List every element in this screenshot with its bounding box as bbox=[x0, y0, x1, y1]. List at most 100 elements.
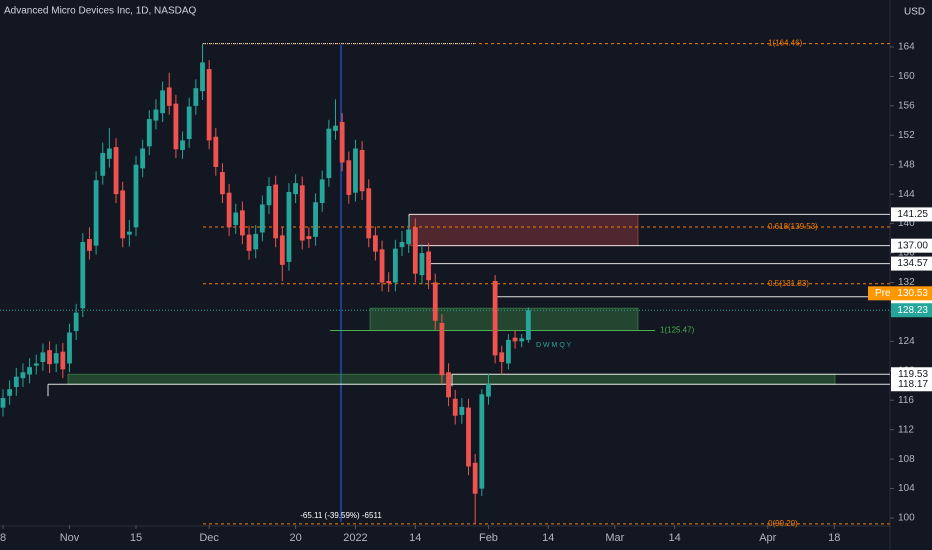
candle-body bbox=[253, 233, 259, 250]
candle-body bbox=[286, 191, 292, 262]
candle-body bbox=[47, 350, 52, 365]
candle-body bbox=[246, 234, 252, 251]
candle-body bbox=[392, 248, 398, 283]
y-tick-label: 116 bbox=[898, 395, 914, 406]
candle-body bbox=[266, 186, 272, 206]
fib-label: 1(164.46) bbox=[768, 39, 803, 48]
candle-body bbox=[359, 150, 365, 192]
y-tick-label: 140 bbox=[898, 218, 915, 229]
chart-title: Advanced Micro Devices Inc, 1D, NASDAQ bbox=[4, 6, 197, 17]
candle-body bbox=[293, 183, 299, 195]
candle-body bbox=[160, 90, 165, 114]
candle-body bbox=[153, 109, 159, 121]
pre-tag bbox=[868, 286, 932, 301]
level-tag-label: 137.00 bbox=[897, 240, 928, 251]
x-tick-label: 18 bbox=[828, 532, 840, 544]
candle-body bbox=[386, 281, 392, 284]
candle-body bbox=[93, 180, 99, 246]
fib-label: 0.5(131.83) bbox=[768, 279, 809, 288]
candle-body bbox=[0, 398, 6, 408]
y-tick-label: 112 bbox=[898, 424, 914, 435]
y-tick-label: 132 bbox=[898, 277, 915, 288]
candle-body bbox=[226, 192, 232, 228]
x-tick-label: Feb bbox=[479, 532, 498, 544]
y-tick-label: 136 bbox=[898, 248, 915, 259]
y-tick-label: 152 bbox=[898, 130, 915, 141]
y-tick-label: 148 bbox=[898, 159, 915, 170]
candle-body bbox=[472, 462, 478, 494]
measure-label: -65.11 (-39.59%) -6511 bbox=[300, 511, 382, 520]
candle-body bbox=[133, 164, 139, 228]
candle-body bbox=[220, 172, 225, 195]
candle-body bbox=[506, 339, 511, 364]
x-tick-label: Dec bbox=[199, 532, 219, 544]
candle-body bbox=[279, 235, 285, 265]
candle-body bbox=[373, 235, 378, 252]
y-tick-label: 124 bbox=[898, 336, 915, 347]
candle-body bbox=[87, 239, 92, 251]
y-tick-label: 100 bbox=[898, 513, 915, 524]
candle-body bbox=[313, 202, 318, 237]
candle-body bbox=[499, 352, 505, 362]
x-tick-label: Apr bbox=[759, 532, 776, 544]
candle-body bbox=[339, 122, 345, 163]
candle-body bbox=[7, 389, 13, 396]
fib-label: 0.618(139.53) bbox=[768, 222, 818, 231]
x-tick-label: 14 bbox=[409, 532, 421, 544]
candle-body bbox=[166, 87, 172, 106]
y-tick-label: 104 bbox=[898, 483, 915, 494]
candle-body bbox=[233, 212, 239, 226]
candle-body bbox=[426, 251, 432, 281]
x-tick-label: 20 bbox=[289, 532, 301, 544]
y-tick-label: 144 bbox=[898, 189, 915, 200]
y-tick-label: 164 bbox=[898, 42, 915, 53]
candle-body bbox=[299, 185, 305, 241]
candle-body bbox=[333, 125, 338, 131]
candle-body bbox=[346, 160, 352, 195]
candle-body bbox=[432, 282, 438, 321]
candle-body bbox=[180, 140, 185, 150]
candle-body bbox=[306, 236, 312, 240]
candle-body bbox=[173, 103, 179, 150]
candle-body bbox=[259, 204, 265, 233]
candle-body bbox=[353, 148, 358, 193]
candle-body bbox=[146, 119, 152, 147]
last-tag-label: 128.23 bbox=[897, 305, 928, 316]
candle-body bbox=[240, 210, 245, 236]
currency: USD bbox=[904, 7, 925, 18]
level-tag bbox=[891, 256, 932, 271]
candle-body bbox=[193, 88, 199, 106]
x-tick-label: 14 bbox=[669, 532, 681, 544]
candle-body bbox=[366, 188, 372, 239]
candle-body bbox=[406, 229, 412, 245]
last-tag bbox=[891, 303, 932, 318]
candle-body bbox=[273, 184, 279, 239]
candle-body bbox=[13, 376, 19, 387]
candle-body bbox=[419, 253, 425, 276]
candle-body bbox=[106, 148, 112, 159]
candle-body bbox=[60, 351, 66, 370]
candle-body bbox=[20, 372, 26, 379]
level-tag-label: 118.17 bbox=[898, 379, 928, 390]
candle-body bbox=[466, 407, 471, 467]
fib-label: 0(99.20) bbox=[768, 519, 798, 528]
candle-body bbox=[439, 322, 445, 376]
candle-body bbox=[213, 136, 219, 167]
candle-body bbox=[53, 353, 59, 364]
candle-body bbox=[452, 398, 458, 416]
candle-body bbox=[67, 332, 72, 364]
candle-body bbox=[492, 281, 498, 356]
candle-body bbox=[33, 363, 39, 366]
candle-body bbox=[525, 310, 531, 340]
candle-body bbox=[40, 352, 46, 362]
candle-body bbox=[113, 147, 119, 195]
candle-body bbox=[326, 128, 332, 178]
candle-body bbox=[80, 242, 86, 309]
x-tick-label: 8 bbox=[0, 532, 6, 544]
pre-tag-name: Pre bbox=[875, 288, 891, 299]
y-tick-label: 108 bbox=[898, 454, 915, 465]
level-tag-label: 134.57 bbox=[897, 258, 928, 269]
